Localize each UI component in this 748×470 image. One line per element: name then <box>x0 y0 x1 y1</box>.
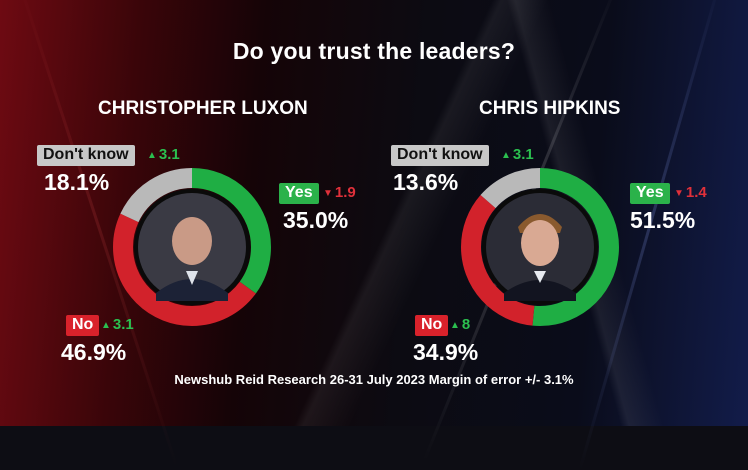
change-value: 3.1 <box>512 146 534 163</box>
photo-placeholder-hipkins <box>486 193 594 301</box>
leader-name-hipkins: CHRIS HIPKINS <box>479 98 621 119</box>
no-change-luxon: ▲ 3.1 <box>101 316 134 336</box>
yes-value-luxon: 35.0% <box>283 207 349 233</box>
change-value: 3.1 <box>158 146 180 163</box>
dont-know-change-luxon: ▲ 3.1 <box>147 146 180 166</box>
no-change-hipkins: ▲ 8 <box>450 316 470 336</box>
yes-value-hipkins: 51.5% <box>630 207 696 233</box>
donut-slice-no <box>461 168 619 326</box>
down-arrow-icon: ▼ <box>323 188 333 199</box>
no-tag-hipkins: No <box>415 315 449 336</box>
yes-tag-hipkins: Yes <box>630 183 670 204</box>
up-arrow-icon: ▲ <box>147 150 157 161</box>
leader-name-luxon: CHRISTOPHER LUXON <box>98 98 308 119</box>
dont-know-change-hipkins: ▲ 3.1 <box>501 146 534 166</box>
source-footnote: Newshub Reid Research 26-31 July 2023 Ma… <box>174 372 574 387</box>
donut-chart-luxon <box>113 168 271 326</box>
change-value: 3.1 <box>112 316 134 333</box>
donut-slice-don-t-know <box>113 168 271 326</box>
up-arrow-icon: ▲ <box>501 150 511 161</box>
down-arrow-icon: ▼ <box>674 188 684 199</box>
no-value-hipkins: 34.9% <box>413 339 479 365</box>
yes-tag-luxon: Yes <box>279 183 319 204</box>
dont-know-tag-luxon: Don't know <box>37 145 135 166</box>
donut-slice-no <box>113 168 271 326</box>
up-arrow-icon: ▲ <box>450 320 460 331</box>
no-tag-luxon: No <box>66 315 100 336</box>
dont-know-value-hipkins: 13.6% <box>393 169 459 195</box>
yes-change-luxon: ▼ 1.9 <box>323 184 356 204</box>
dont-know-value-luxon: 18.1% <box>44 169 110 195</box>
donut-slice-don-t-know <box>461 168 619 326</box>
up-arrow-icon: ▲ <box>101 320 111 331</box>
change-value: 1.4 <box>685 184 707 201</box>
donut-chart-hipkins <box>461 168 619 326</box>
change-value: 1.9 <box>334 184 356 201</box>
yes-change-hipkins: ▼ 1.4 <box>674 184 707 204</box>
no-value-luxon: 46.9% <box>61 339 127 365</box>
dont-know-tag-hipkins: Don't know <box>391 145 489 166</box>
chart-title: Do you trust the leaders? <box>232 38 516 64</box>
photo-placeholder-luxon <box>138 193 246 301</box>
change-value: 8 <box>461 316 471 333</box>
